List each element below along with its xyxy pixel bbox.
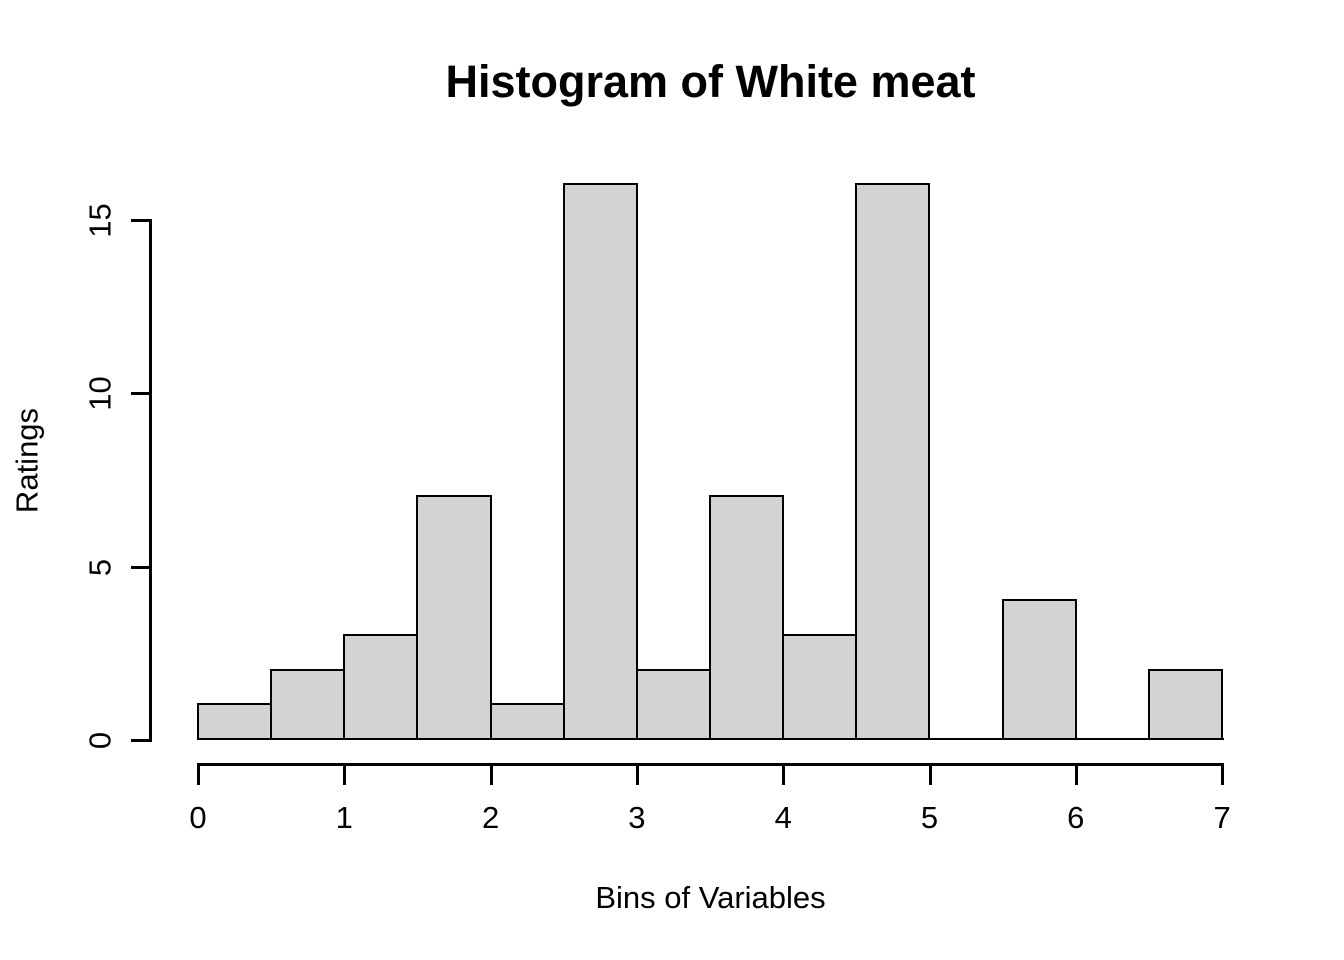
histogram-bar — [270, 668, 346, 740]
histogram-bar — [343, 633, 419, 740]
y-tick-mark — [131, 218, 149, 222]
x-tick-label: 3 — [628, 800, 646, 835]
histogram-bar — [416, 495, 492, 740]
y-tick-label: 0 — [82, 731, 118, 750]
x-tick-label: 7 — [1213, 800, 1231, 835]
y-tick-mark — [131, 565, 149, 569]
x-tick-label: 2 — [481, 800, 500, 835]
histogram-bar — [709, 495, 785, 740]
y-tick-label: 5 — [82, 558, 118, 576]
x-tick-label: 5 — [920, 800, 939, 835]
y-tick-mark — [131, 739, 149, 742]
x-tick-label: 4 — [774, 800, 792, 835]
chart-title: Histogram of White meat — [445, 56, 976, 107]
histogram-bar — [1147, 668, 1224, 740]
histogram-bar — [1001, 599, 1077, 740]
y-axis-line — [149, 218, 152, 742]
x-tick-mark — [489, 766, 493, 785]
x-tick-mark — [635, 766, 639, 785]
x-tick-label: 1 — [335, 800, 353, 835]
histogram-bar — [782, 633, 858, 740]
x-tick-label: 6 — [1067, 800, 1085, 835]
y-axis-label: Ratings — [9, 407, 45, 514]
x-axis-label: Bins of Variables — [595, 880, 826, 915]
histogram-bar — [489, 703, 565, 740]
x-tick-mark — [928, 766, 932, 785]
x-tick-label: 0 — [189, 800, 207, 835]
y-tick-mark — [131, 392, 149, 395]
histogram-bar — [197, 703, 273, 740]
x-tick-mark — [343, 766, 347, 785]
x-tick-mark — [197, 766, 200, 785]
histogram-bar — [635, 668, 712, 740]
x-tick-mark — [782, 766, 786, 785]
histogram-bar — [562, 182, 638, 740]
y-tick-label: 10 — [82, 376, 118, 411]
x-tick-mark — [1221, 766, 1225, 785]
x-axis-line — [197, 763, 1225, 766]
x-tick-mark — [1074, 766, 1078, 785]
histogram-bar — [855, 182, 931, 740]
y-tick-label: 15 — [82, 202, 118, 238]
